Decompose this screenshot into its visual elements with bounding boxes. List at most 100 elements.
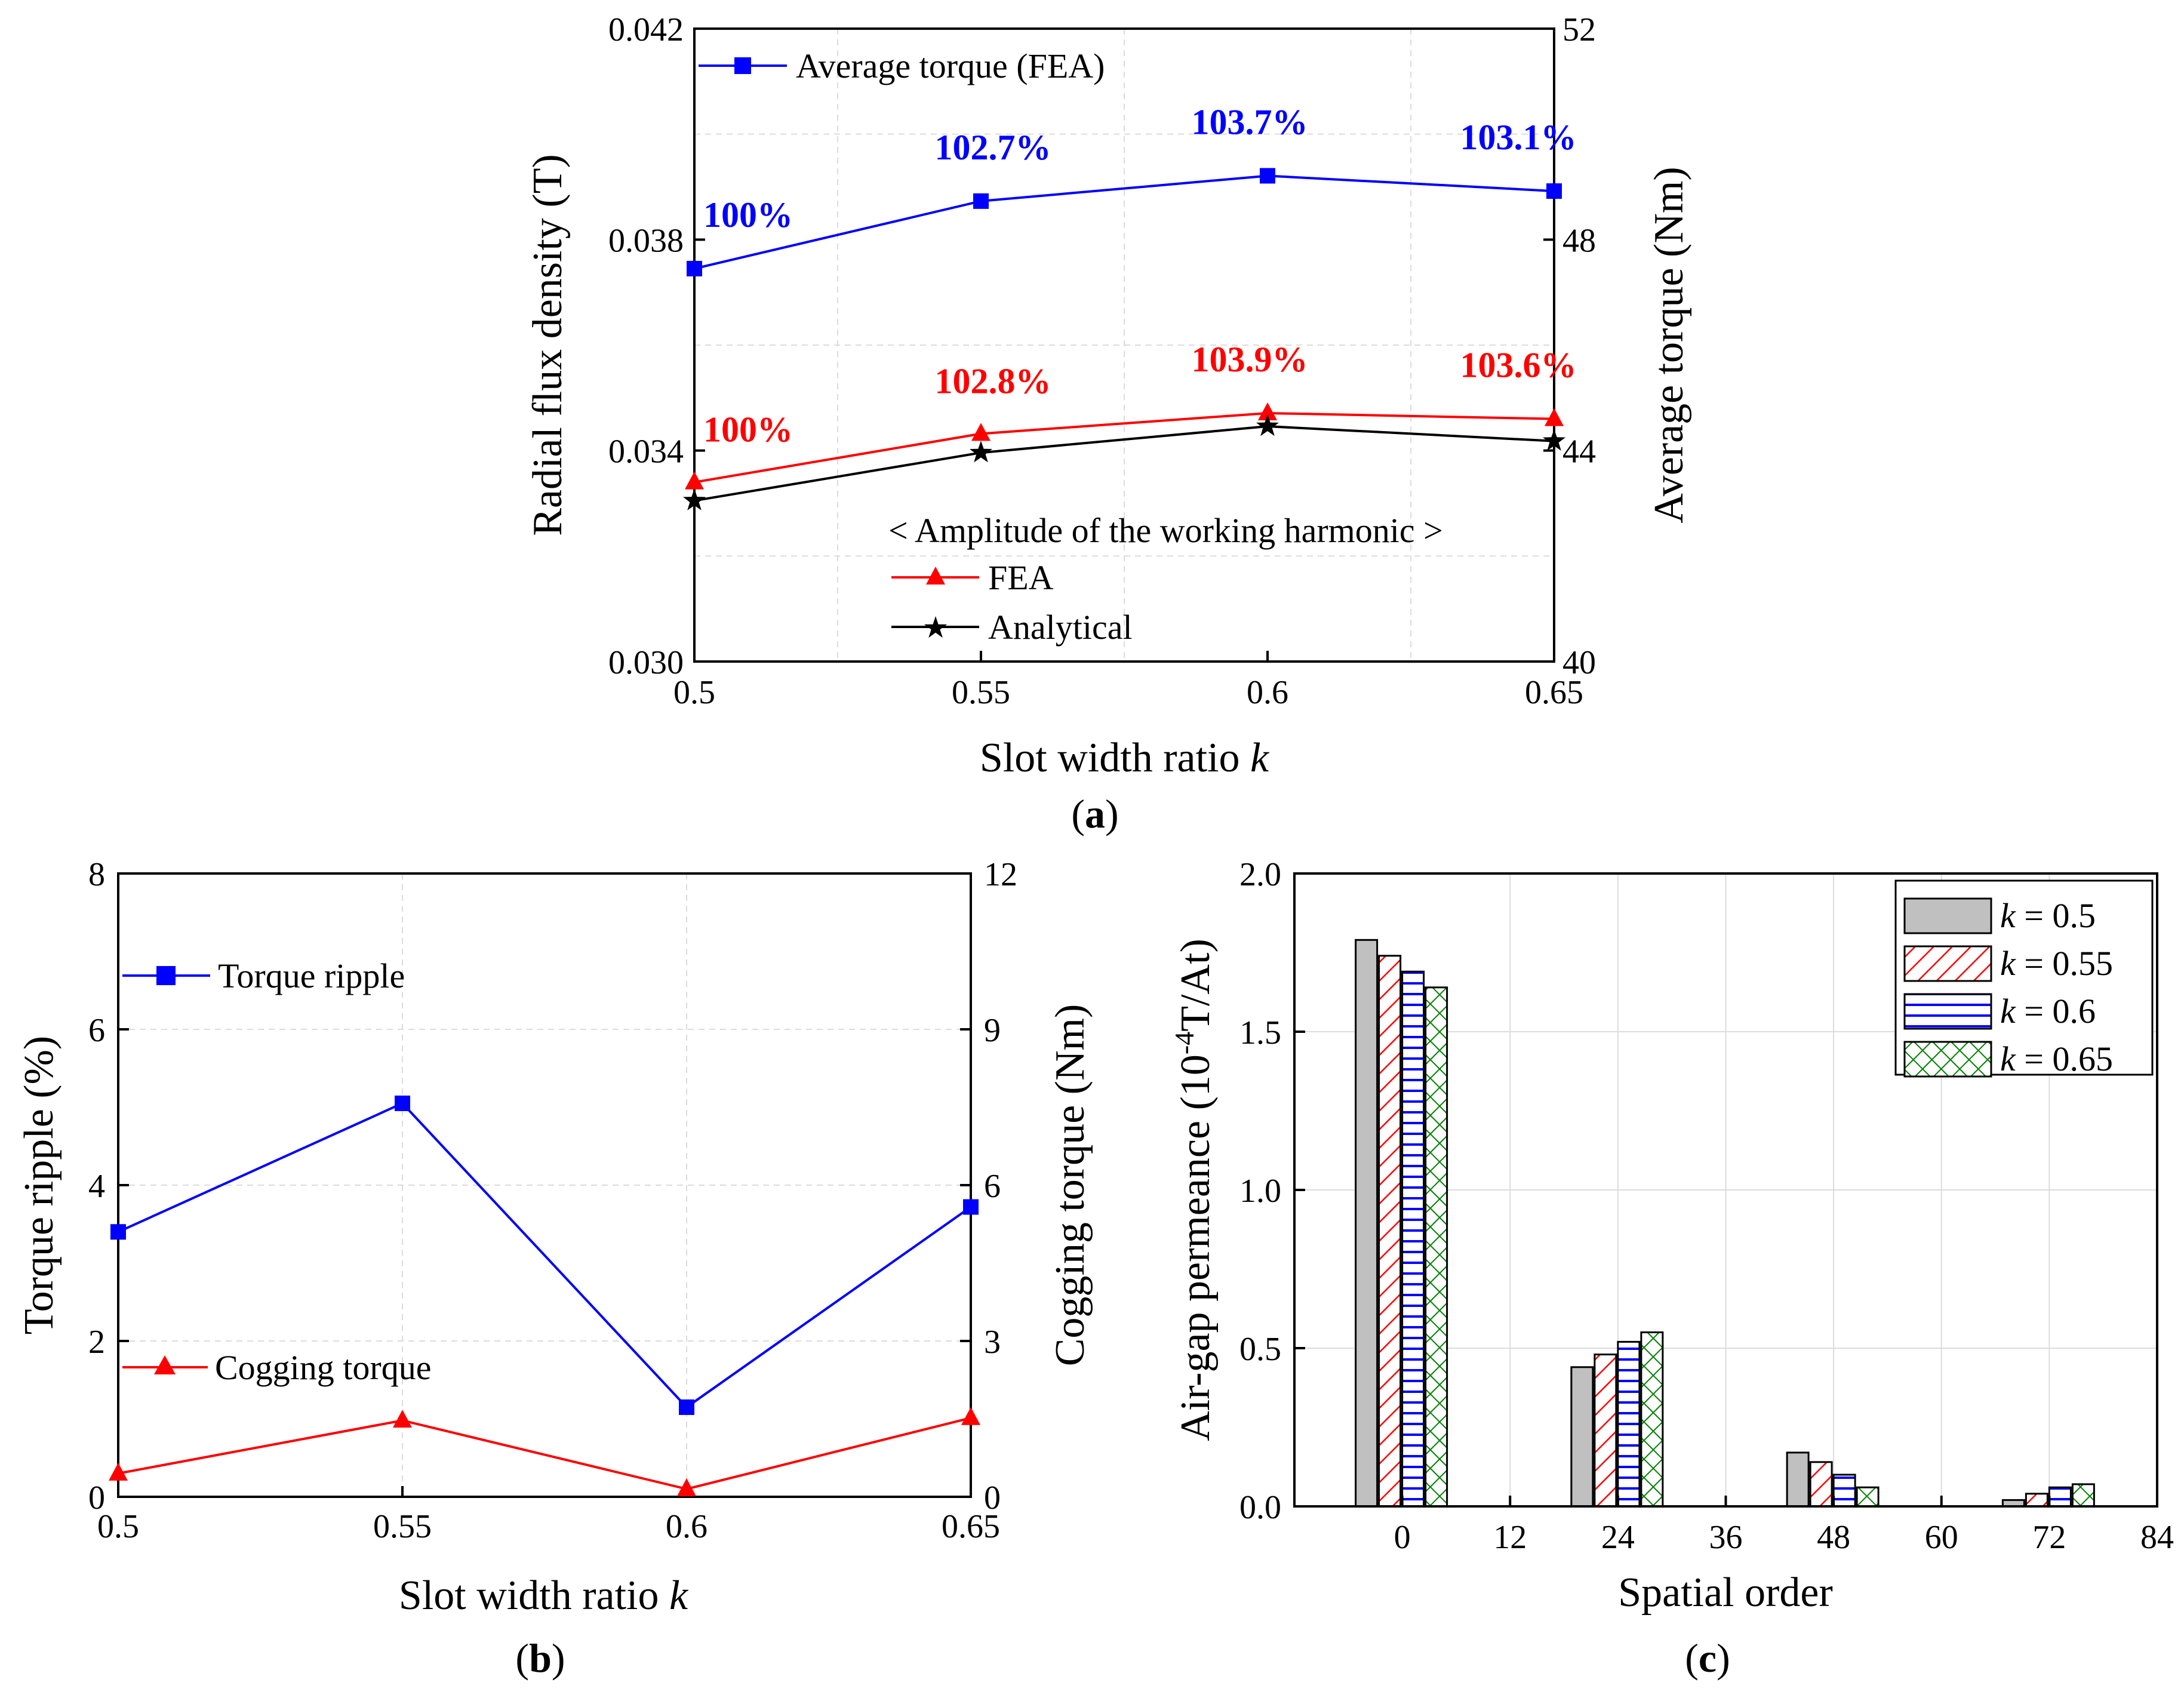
- y-tick-label-right: 6: [984, 1168, 1001, 1205]
- data-label: 100%: [703, 410, 793, 450]
- bar: [1570, 1366, 1594, 1508]
- data-label: 102.8%: [935, 361, 1051, 401]
- y-tick-label: 2.0: [1239, 856, 1281, 893]
- panel-c-ylabel: Air-gap permeance (10-4T/At): [1169, 939, 1219, 1441]
- panel-c-xlabel: Spatial order: [1618, 1570, 1833, 1616]
- y-tick-label-right: 3: [984, 1324, 1001, 1361]
- panel-a-caption: (a): [1071, 791, 1118, 836]
- bar: [2048, 1486, 2072, 1508]
- y-tick-label: 0.5: [1239, 1331, 1281, 1368]
- data-point: [1546, 183, 1562, 199]
- x-tick-label: 0.55: [373, 1508, 432, 1545]
- panel-b-right-ylabel: Cogging torque (Nm): [1047, 1004, 1093, 1367]
- data-label: 103.7%: [1192, 102, 1308, 142]
- panel-b-caption: (b): [515, 1635, 565, 1681]
- legend-torque-ripple: Torque ripple: [218, 956, 405, 995]
- legend-analytical: Analytical: [988, 608, 1133, 647]
- panel-a-data-labels: 100% 102.7% 103.7% 103.1% 100% 102.8% 103.9% 10…: [703, 102, 1577, 449]
- x-tick-label: 72: [2032, 1519, 2066, 1556]
- y-tick-label: 0.0: [1239, 1489, 1281, 1526]
- data-label: 103.6%: [1460, 346, 1577, 385]
- legend-swatch: [1903, 945, 1992, 982]
- panel-c-caption: (c): [1685, 1635, 1730, 1681]
- y-tick-label-right: 52: [1562, 11, 1596, 48]
- panel-b-legend-torque-ripple: Torque ripple: [122, 956, 405, 995]
- data-point: [1545, 408, 1564, 426]
- data-point: [971, 423, 991, 441]
- bar: [1594, 1354, 1617, 1508]
- data-label: 102.7%: [935, 128, 1051, 167]
- panel-a-series: [683, 168, 1565, 510]
- legend-fea-marker: [926, 567, 945, 585]
- data-point: [395, 1095, 410, 1111]
- data-point: [1543, 429, 1565, 451]
- panel-b-left-ylabel: Torque ripple (%): [16, 1036, 62, 1334]
- data-point: [110, 1224, 126, 1240]
- data-label: 103.9%: [1192, 340, 1308, 379]
- x-tick-label: 0.65: [942, 1508, 1000, 1545]
- x-tick-label: 84: [2140, 1519, 2174, 1556]
- x-tick-label: 12: [1493, 1519, 1527, 1556]
- series-line-1: [118, 1416, 971, 1491]
- bar: [1786, 1451, 1810, 1508]
- y-tick-label-left: 8: [88, 856, 105, 893]
- y-tick-label-left: 2: [88, 1324, 105, 1361]
- panel-a-grid: [694, 29, 1554, 662]
- y-tick-label-left: 0.034: [608, 433, 684, 470]
- data-point: [973, 193, 989, 209]
- x-tick-label: 0.5: [673, 674, 715, 711]
- panel-a-right-ylabel: Average torque (Nm): [1646, 167, 1692, 523]
- series-line-0: [118, 1102, 972, 1409]
- panel-a-legend-bottom: < Amplitude of the working harmonic > FE…: [888, 511, 1443, 647]
- legend-cogging-torque: Cogging torque: [215, 1348, 431, 1387]
- data-point: [961, 1407, 980, 1425]
- y-tick-label-left: 0.030: [608, 644, 684, 681]
- bar: [1617, 1340, 1641, 1508]
- data-point: [393, 1410, 412, 1428]
- panel-b-xlabel: Slot width ratio k: [399, 1573, 689, 1619]
- legend-label: k = 0.55: [2000, 944, 2113, 983]
- y-tick-label-left: 0: [88, 1479, 105, 1517]
- panel-a-xlabel: Slot width ratio k: [980, 735, 1270, 781]
- panel-a-chart: 0.5 0.55 0.6 0.65 0.030 0.034 0.038 0.042 40 44 48…: [525, 11, 1692, 836]
- data-point: [963, 1199, 979, 1215]
- bar: [1832, 1474, 1856, 1508]
- y-tick-label-right: 12: [984, 856, 1017, 893]
- series-line-2: [694, 425, 1555, 502]
- legend-average-torque-fea: Average torque (FEA): [796, 47, 1105, 85]
- x-tick-label: 0.65: [1525, 674, 1583, 711]
- panel-c-ticks: 0 12 24 36 48 60 72 84 0.0 0.5 1.0 1.5 2.0: [1239, 856, 2174, 1556]
- x-tick-label: 36: [1709, 1519, 1743, 1556]
- x-tick-label: 24: [1601, 1519, 1635, 1556]
- panel-a-plot-frame: [693, 27, 1555, 663]
- data-point: [109, 1462, 128, 1481]
- data-point: [1256, 414, 1279, 436]
- x-tick-label: 0.5: [97, 1508, 139, 1545]
- bar: [2071, 1483, 2095, 1508]
- bar: [1355, 939, 1379, 1508]
- y-tick-label-right: 0: [984, 1479, 1001, 1517]
- x-tick-label: 60: [1925, 1519, 1958, 1556]
- panel-c-legend: k = 0.5 k = 0.55 k = 0.6 k = 0.65: [1894, 879, 2154, 1078]
- y-tick-label-left: 0.042: [608, 11, 684, 48]
- y-tick-label-right: 48: [1562, 222, 1596, 259]
- legend-analytical-marker: ★: [922, 611, 949, 644]
- series-line-0: [694, 174, 1555, 270]
- legend-swatch: [1903, 1041, 1992, 1078]
- panel-a-left-ylabel: Radial flux density (T): [525, 154, 571, 536]
- bar: [1856, 1486, 1880, 1508]
- data-point: [685, 471, 704, 490]
- legend-swatch: [1903, 993, 1992, 1030]
- data-point: [683, 488, 706, 510]
- bar: [1401, 970, 1425, 1508]
- data-point: [1258, 402, 1277, 420]
- panel-c-chart: 0 12 24 36 48 60 72 840.00.51.01.52.0 k = 0.5k …: [1169, 856, 2174, 1681]
- panel-b-legend-cogging-torque: Cogging torque: [122, 1348, 431, 1387]
- series-line-1: [694, 411, 1555, 484]
- data-point: [679, 1399, 694, 1415]
- y-tick-label: 1.5: [1239, 1014, 1281, 1051]
- data-label: 103.1%: [1460, 118, 1577, 157]
